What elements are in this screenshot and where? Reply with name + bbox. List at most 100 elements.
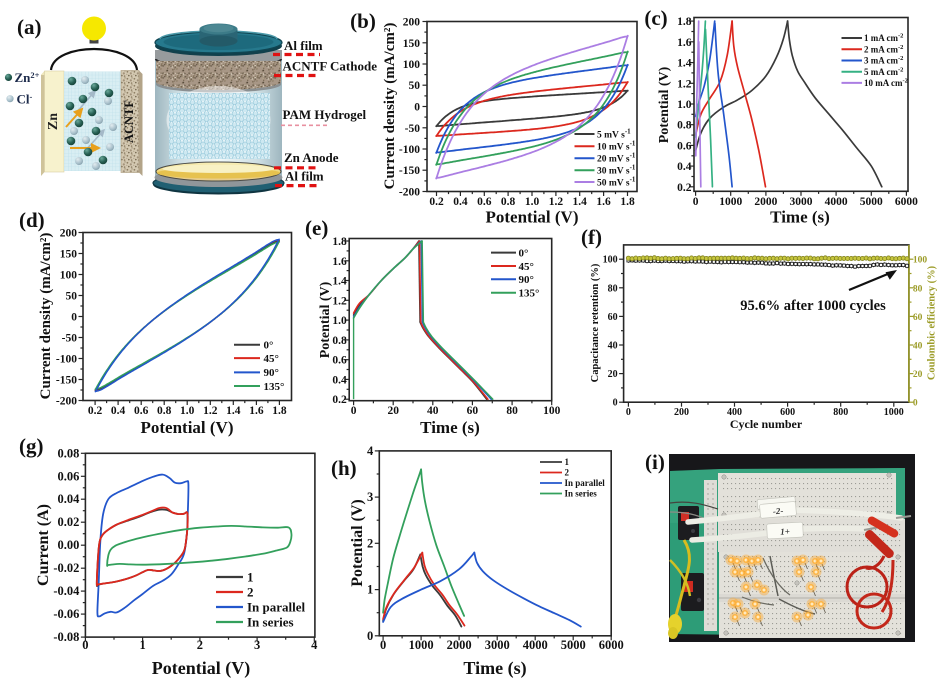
svg-text:200: 200 [674,407,689,418]
svg-text:0.06: 0.06 [58,469,80,483]
svg-text:60: 60 [608,312,618,323]
svg-text:1.2: 1.2 [203,405,218,417]
svg-text:Cl-: Cl- [17,92,33,107]
svg-text:5000: 5000 [561,638,586,652]
svg-text:ACNTF: ACNTF [122,100,136,143]
svg-text:2000: 2000 [447,638,472,652]
svg-text:0°: 0° [264,340,274,352]
svg-text:50: 50 [66,291,78,303]
svg-text:-100: -100 [56,354,77,366]
svg-text:90°: 90° [519,274,534,286]
svg-text:5000: 5000 [860,196,883,208]
svg-text:0.2: 0.2 [332,394,347,406]
svg-text:400: 400 [727,407,742,418]
svg-text:1.0: 1.0 [180,405,195,417]
svg-text:0°: 0° [519,247,529,259]
svg-text:100: 100 [403,59,421,71]
svg-text:In series: In series [247,615,294,630]
svg-text:1.8: 1.8 [620,196,635,208]
svg-text:10 mV s-1: 10 mV s-1 [597,140,636,153]
svg-text:4000: 4000 [825,196,848,208]
svg-text:20: 20 [387,405,399,417]
svg-text:1: 1 [367,583,373,597]
svg-text:0.4: 0.4 [332,374,347,386]
svg-text:1+: 1+ [780,526,790,536]
svg-text:0: 0 [71,312,77,324]
svg-text:1.0: 1.0 [677,99,692,111]
svg-text:0: 0 [367,629,373,643]
svg-text:95.6% after 1000 cycles: 95.6% after 1000 cycles [740,298,886,314]
svg-text:1.8: 1.8 [332,236,347,248]
svg-text:50: 50 [409,80,421,92]
svg-text:-100: -100 [399,144,420,156]
svg-text:3 mA cm-2: 3 mA cm-2 [864,55,903,66]
svg-text:Time (s): Time (s) [770,208,830,227]
svg-text:In series: In series [565,489,598,499]
svg-text:Coulombic efficiency (%): Coulombic efficiency (%) [927,265,938,380]
svg-text:3000: 3000 [790,196,813,208]
svg-text:0.6: 0.6 [332,355,347,367]
svg-text:-50: -50 [405,123,421,135]
svg-text:2: 2 [367,536,373,550]
svg-text:0: 0 [913,399,918,409]
svg-text:0.8: 0.8 [157,405,172,417]
svg-text:2: 2 [565,468,570,478]
svg-text:In parallel: In parallel [247,600,306,615]
svg-text:0: 0 [626,407,631,418]
svg-text:40: 40 [427,405,439,417]
svg-text:60: 60 [467,405,479,417]
svg-text:0.02: 0.02 [58,515,80,529]
svg-text:Current density (mA/cm²): Current density (mA/cm²) [382,23,398,190]
svg-text:150: 150 [60,249,78,261]
svg-text:1.2: 1.2 [332,295,347,307]
svg-text:0: 0 [613,398,618,409]
svg-text:Potential (V): Potential (V) [318,281,333,358]
svg-text:3: 3 [367,490,373,504]
svg-text:4: 4 [311,638,318,652]
svg-text:-0.04: -0.04 [53,584,80,598]
svg-text:4: 4 [367,444,374,458]
svg-text:60: 60 [913,313,923,323]
svg-text:1.4: 1.4 [226,405,241,417]
svg-text:(i): (i) [645,450,665,474]
svg-text:(h): (h) [331,456,357,480]
svg-text:-150: -150 [399,165,420,177]
svg-text:600: 600 [780,407,795,418]
svg-text:2000: 2000 [754,196,777,208]
svg-text:6000: 6000 [895,196,918,208]
svg-text:Time (s): Time (s) [463,658,526,679]
svg-text:1.6: 1.6 [596,196,611,208]
svg-text:0.2: 0.2 [429,196,444,208]
svg-text:Capacitance retention (%): Capacitance retention (%) [590,263,601,382]
svg-text:20: 20 [608,369,618,380]
svg-text:30 mV s-1: 30 mV s-1 [597,164,636,177]
svg-text:1: 1 [247,570,254,585]
svg-text:Potential (V): Potential (V) [152,658,250,679]
svg-text:135°: 135° [519,288,540,300]
svg-text:1.0: 1.0 [332,315,347,327]
svg-text:-50: -50 [62,333,78,345]
svg-text:1.4: 1.4 [677,58,692,70]
svg-text:0.00: 0.00 [58,538,80,552]
svg-text:(a): (a) [17,15,42,39]
svg-text:ACNTF Cathode: ACNTF Cathode [283,59,378,74]
svg-text:1.2: 1.2 [549,196,564,208]
svg-text:2 mA cm-2: 2 mA cm-2 [864,44,903,55]
svg-text:1.4: 1.4 [573,196,588,208]
svg-text:0.8: 0.8 [677,120,692,132]
svg-text:Zn Anode: Zn Anode [284,150,339,165]
svg-text:PAM Hydrogel: PAM Hydrogel [283,107,367,122]
svg-text:135°: 135° [264,381,285,393]
svg-text:0.6: 0.6 [677,140,692,152]
svg-text:80: 80 [608,283,618,294]
svg-text:40: 40 [608,341,618,352]
svg-text:0.4: 0.4 [677,161,692,173]
svg-text:(d): (d) [19,208,45,232]
svg-text:-0.02: -0.02 [53,561,79,575]
svg-text:0: 0 [351,405,357,417]
svg-text:-200: -200 [399,187,420,199]
svg-text:-2-: -2- [772,505,783,516]
svg-text:0.04: 0.04 [58,492,81,506]
svg-text:-0.08: -0.08 [53,630,79,644]
svg-text:Potential (V): Potential (V) [657,66,672,143]
